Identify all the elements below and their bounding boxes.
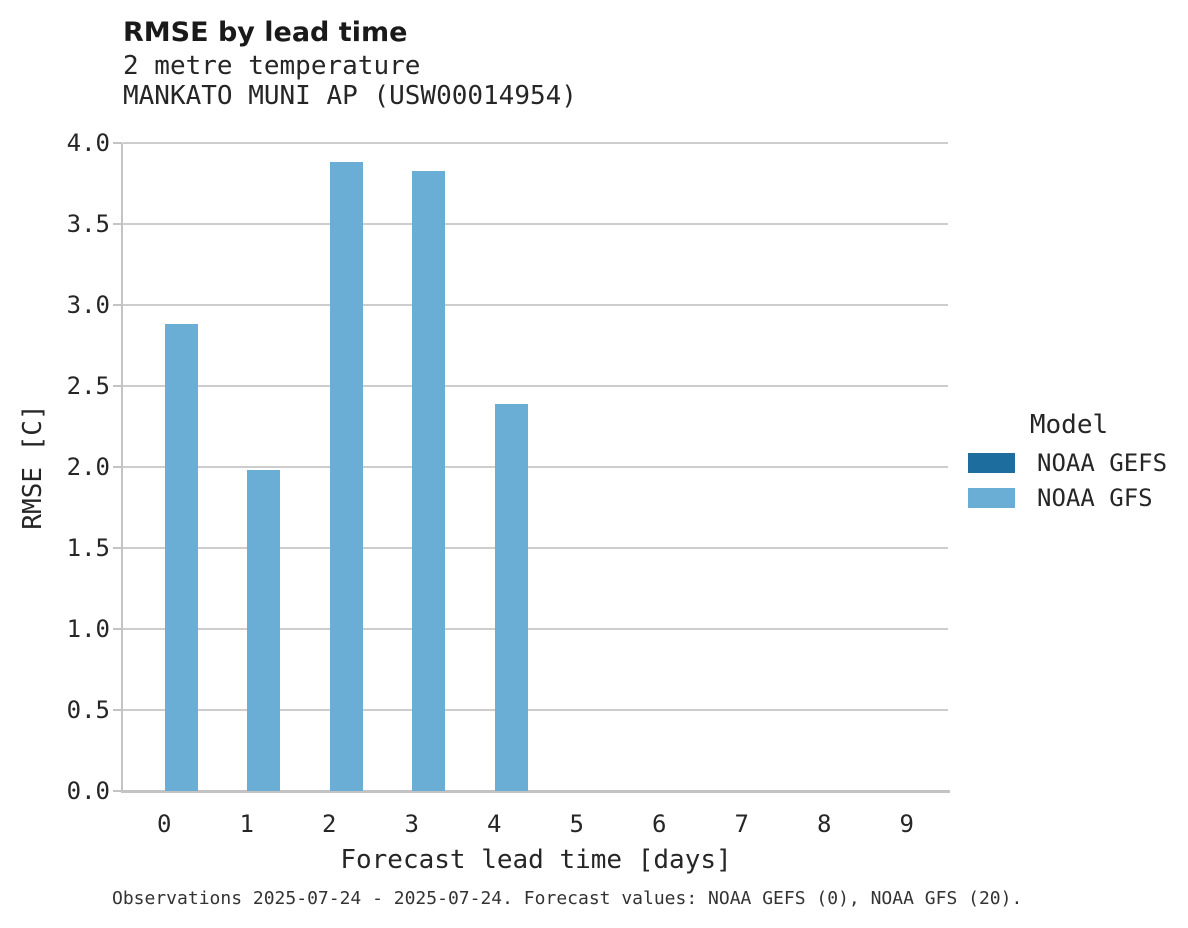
y-tick-label: 2.5: [66, 372, 110, 400]
chart-subtitle-variable: 2 metre temperature: [123, 51, 421, 81]
gridline: [123, 547, 948, 549]
chart-subtitle-station: MANKATO MUNI AP (USW00014954): [123, 81, 577, 111]
bar-noaa-gfs-day-1: [247, 470, 281, 791]
gridline: [123, 304, 948, 306]
y-tick-label: 2.0: [66, 453, 110, 481]
y-tick-label: 3.5: [66, 210, 110, 238]
x-axis-label: Forecast lead time [days]: [340, 845, 732, 875]
bar-noaa-gfs-day-4: [494, 403, 528, 791]
gridline: [123, 142, 948, 144]
chart-title: RMSE by lead time: [123, 17, 408, 48]
x-tick-label: 6: [652, 810, 667, 838]
legend-swatch-noaa-gfs: [968, 488, 1015, 508]
gridline: [123, 385, 948, 387]
y-tick-label: 0.5: [66, 696, 110, 724]
caption: Observations 2025-07-24 - 2025-07-24. Fo…: [112, 888, 1023, 909]
y-axis-label: RMSE [C]: [18, 404, 48, 530]
x-tick-label: 3: [404, 810, 419, 838]
y-tick-label: 1.5: [66, 534, 110, 562]
gridline: [123, 709, 948, 711]
y-tick-label: 1.0: [66, 615, 110, 643]
x-tick-label: 4: [487, 810, 502, 838]
legend-label-noaa-gfs: NOAA GFS: [1037, 484, 1153, 512]
y-axis-tick: [113, 142, 122, 144]
x-tick-label: 2: [322, 810, 337, 838]
x-tick-label: 0: [157, 810, 172, 838]
gridline: [123, 628, 948, 630]
y-axis-tick: [113, 466, 122, 468]
x-tick-label: 8: [817, 810, 832, 838]
legend-item-noaa-gfs: NOAA GFS: [950, 485, 1188, 511]
gridline: [123, 223, 948, 225]
x-tick-label: 1: [239, 810, 254, 838]
y-axis-tick: [113, 223, 122, 225]
legend-label-noaa-gefs: NOAA GEFS: [1037, 449, 1168, 477]
y-tick-label: 4.0: [66, 129, 110, 157]
y-axis-tick: [113, 790, 122, 792]
y-axis-tick: [113, 385, 122, 387]
gridline: [123, 466, 948, 468]
legend-swatch-noaa-gefs: [968, 453, 1015, 473]
y-tick-label: 3.0: [66, 291, 110, 319]
y-axis-tick: [113, 709, 122, 711]
x-tick-label: 7: [734, 810, 749, 838]
y-axis-tick: [113, 304, 122, 306]
y-axis-tick: [113, 547, 122, 549]
y-axis-line: [121, 143, 123, 793]
legend: Model NOAA GEFS NOAA GFS: [950, 410, 1188, 511]
bar-noaa-gfs-day-3: [412, 170, 446, 791]
legend-item-noaa-gefs: NOAA GEFS: [950, 450, 1188, 476]
x-tick-label: 9: [899, 810, 914, 838]
legend-title: Model: [1029, 410, 1109, 440]
y-tick-label: 0.0: [66, 777, 110, 805]
bar-noaa-gfs-day-0: [164, 324, 198, 791]
x-axis-line: [121, 790, 950, 793]
y-axis-tick: [113, 628, 122, 630]
x-tick-label: 5: [569, 810, 584, 838]
bar-noaa-gfs-day-2: [329, 162, 363, 791]
